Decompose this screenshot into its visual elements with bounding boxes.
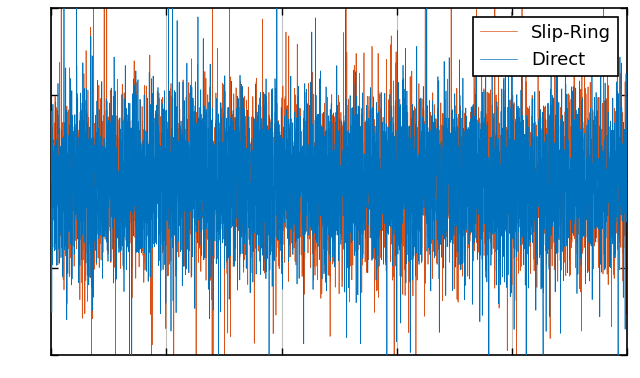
Direct — [268, 102, 275, 106]
Slip-Ring — [422, 150, 430, 155]
Slip-Ring — [623, 242, 631, 246]
Slip-Ring — [268, 217, 275, 222]
Direct — [47, 180, 55, 184]
Direct — [477, 191, 485, 196]
Slip-Ring — [152, 133, 160, 137]
Direct — [422, 160, 429, 165]
Direct — [521, 246, 529, 251]
Line: Direct: Direct — [51, 0, 627, 378]
Slip-Ring — [393, 168, 401, 172]
Direct — [152, 108, 160, 113]
Direct — [623, 123, 631, 128]
Slip-Ring — [477, 167, 485, 171]
Line: Slip-Ring: Slip-Ring — [51, 0, 627, 378]
Direct — [393, 339, 401, 344]
Slip-Ring — [47, 176, 55, 180]
Legend: Slip-Ring, Direct: Slip-Ring, Direct — [473, 17, 618, 76]
Slip-Ring — [521, 133, 529, 138]
